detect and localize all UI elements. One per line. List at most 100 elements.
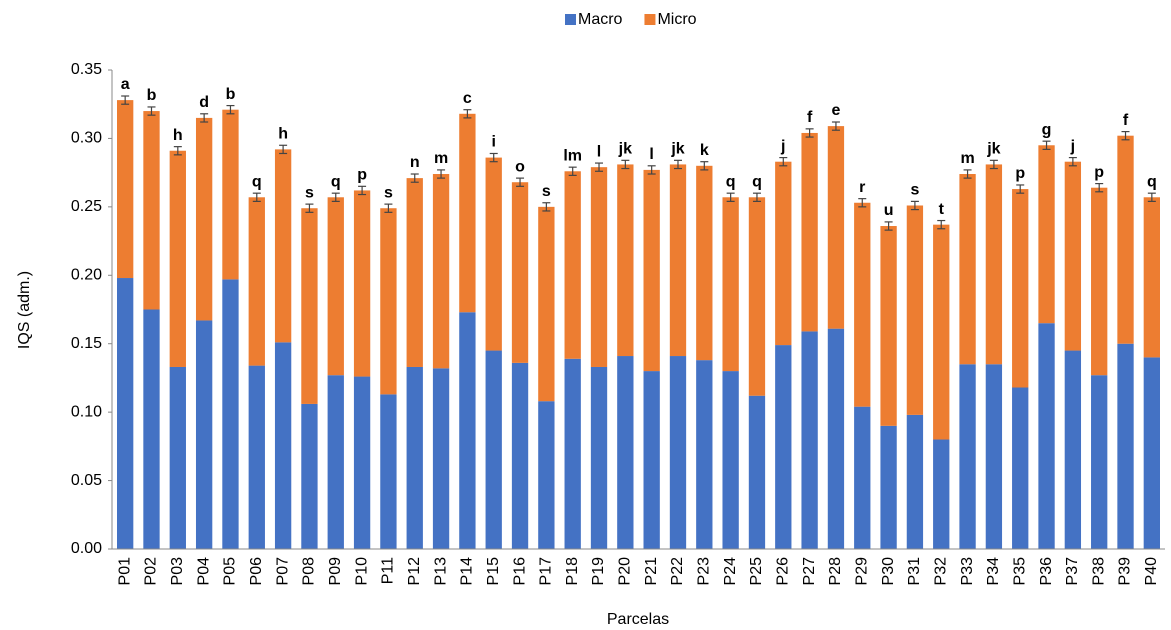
bar-segment [827, 328, 845, 549]
error-bar [1121, 130, 1130, 141]
bar-segment [854, 202, 871, 407]
error-bar [305, 203, 314, 213]
bar-segment [222, 109, 239, 280]
annotation: l [649, 146, 653, 163]
legend-label: Macro [578, 11, 623, 28]
x-tick-label: P30 [880, 557, 897, 586]
y-tick-label: 0.20 [71, 267, 102, 284]
bar-segment [511, 182, 529, 363]
error-bar [121, 95, 130, 105]
bar-segment [117, 278, 134, 549]
bar-segment [696, 360, 713, 549]
bar-segment [1117, 343, 1134, 549]
bar-segment [327, 375, 344, 549]
annotation: d [199, 94, 209, 111]
annotation: u [884, 202, 894, 219]
bar-segment [195, 320, 213, 549]
error-bar [279, 144, 288, 155]
x-tick-label: P16 [511, 557, 528, 586]
x-tick-label: P09 [327, 557, 344, 586]
annotation: jk [670, 141, 684, 158]
bar-segment [327, 197, 344, 376]
bar-segment [1064, 350, 1082, 549]
bar-segment [432, 174, 450, 369]
error-bar [1095, 182, 1104, 193]
bar-segment [248, 365, 265, 549]
annotation: p [1015, 165, 1025, 182]
error-bar [779, 156, 788, 167]
bar-segment [590, 167, 608, 367]
x-tick-label: P20 [617, 557, 634, 586]
x-tick-label: P40 [1143, 557, 1160, 586]
bar-segment [538, 401, 555, 549]
x-tick-label: P07 [274, 557, 291, 586]
x-tick-label: P23 [696, 557, 713, 586]
annotation: s [305, 184, 314, 201]
error-bar [331, 192, 340, 202]
bar-segment [906, 205, 924, 415]
bar-segment [959, 174, 976, 365]
x-tick-label: P32 [932, 557, 949, 586]
annotation: t [939, 201, 945, 218]
bar-segment [1143, 197, 1160, 358]
bar-segment [1091, 375, 1108, 549]
annotation: f [1123, 112, 1129, 129]
annotation: r [859, 179, 865, 196]
bar-segment [538, 206, 555, 402]
bar-segment [827, 126, 845, 329]
bar-segment [485, 157, 502, 351]
annotation: p [1094, 164, 1104, 181]
x-tick-label: P02 [143, 557, 160, 586]
y-axis-label: IQS (adm.) [16, 271, 33, 349]
legend-swatch [644, 14, 656, 25]
bar-segment [169, 366, 186, 549]
x-tick-label: P17 [538, 557, 555, 586]
error-bar [647, 165, 656, 175]
error-bar [858, 198, 867, 208]
x-tick-label: P14 [459, 557, 476, 586]
error-bar [1147, 192, 1156, 202]
error-bar [805, 128, 814, 138]
x-tick-label: P03 [169, 557, 186, 586]
error-bar [595, 162, 604, 172]
annotation: s [384, 184, 393, 201]
bar-segment [406, 366, 423, 549]
error-bar [410, 173, 419, 183]
bar-segment [1012, 387, 1029, 549]
bar-segment [985, 364, 1003, 549]
annotation: l [597, 143, 601, 160]
bar-segment [222, 279, 239, 549]
annotation: o [515, 158, 525, 175]
bar-segment [564, 358, 581, 549]
annotation: i [491, 134, 495, 151]
error-bar [437, 169, 446, 179]
x-tick-label: P27 [801, 557, 818, 586]
error-bar [252, 192, 261, 202]
error-bar [200, 113, 209, 123]
annotation: n [410, 154, 420, 171]
x-tick-label: P39 [1117, 557, 1134, 586]
x-tick-label: P19 [590, 557, 607, 586]
error-bar [1068, 156, 1077, 167]
error-bar [726, 192, 735, 202]
x-tick-label: P11 [380, 557, 397, 584]
error-bar [884, 221, 893, 231]
annotation: m [960, 150, 974, 167]
x-tick-label: P38 [1090, 557, 1107, 586]
x-tick-label: P33 [959, 557, 976, 586]
x-axis-label: Parcelas [607, 611, 669, 628]
error-bar [831, 121, 840, 131]
error-bar [489, 152, 498, 163]
bar-segment [248, 197, 265, 366]
annotation: a [121, 76, 130, 93]
x-tick-label: P12 [406, 557, 423, 586]
error-bar [673, 159, 682, 170]
bar-segment [880, 226, 897, 426]
bar-segment [775, 161, 792, 346]
y-tick-label: 0.05 [71, 472, 102, 489]
annotation: b [226, 86, 236, 103]
x-tick-label: P13 [432, 557, 449, 586]
annotation: q [726, 173, 736, 190]
bar-segment [143, 309, 160, 549]
